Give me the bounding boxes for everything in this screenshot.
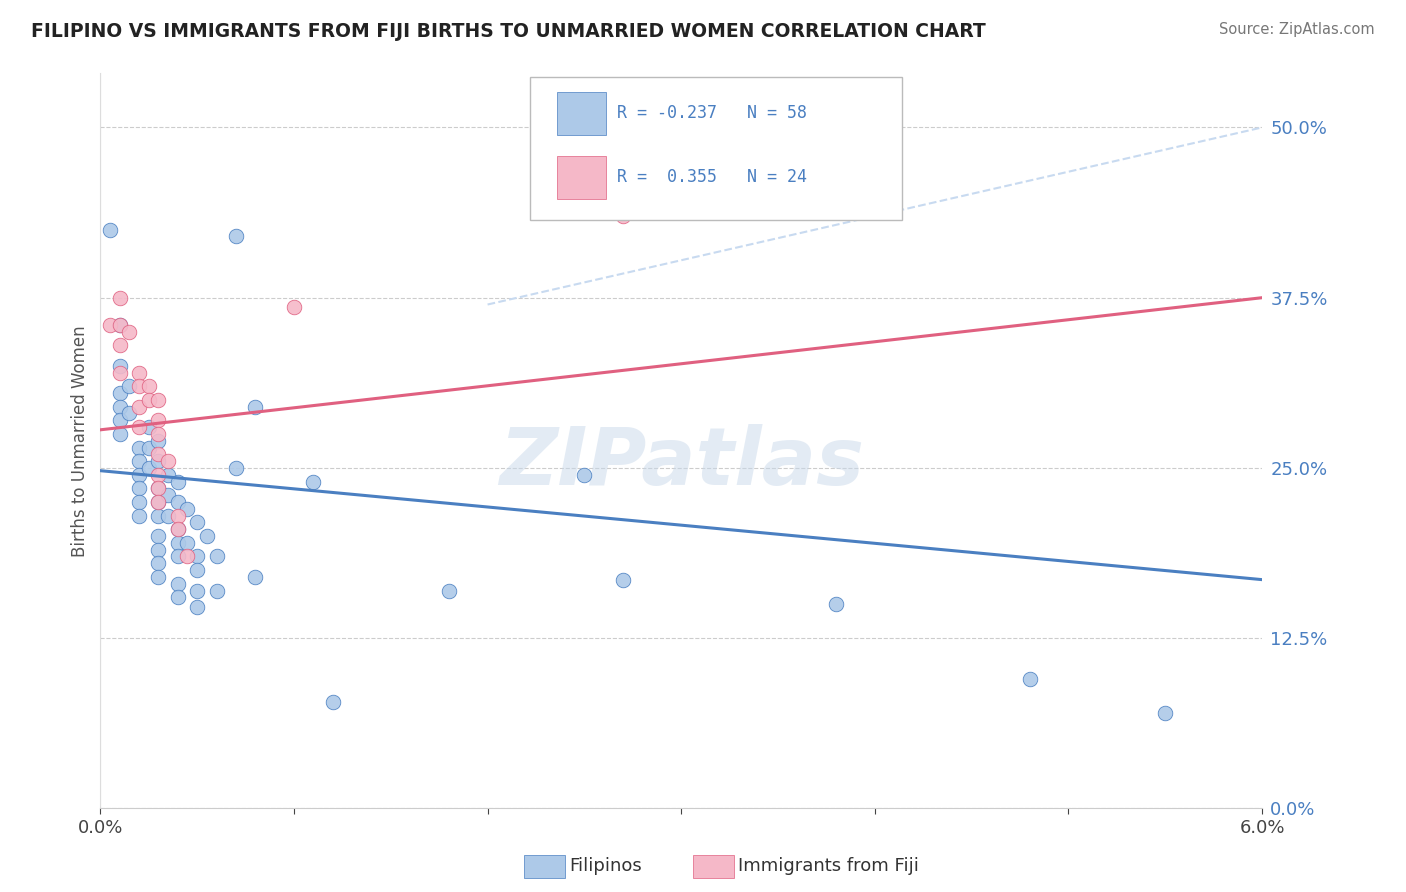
Point	[166, 549, 188, 564]
Text: FILIPINO VS IMMIGRANTS FROM FIJI BIRTHS TO UNMARRIED WOMEN CORRELATION CHART: FILIPINO VS IMMIGRANTS FROM FIJI BIRTHS …	[31, 22, 986, 41]
Point	[148, 529, 170, 543]
Text: Immigrants from Fiji: Immigrants from Fiji	[738, 857, 920, 875]
FancyBboxPatch shape	[530, 77, 901, 220]
Point	[1154, 706, 1177, 720]
Point	[118, 379, 141, 393]
Point	[166, 576, 188, 591]
Point	[166, 536, 188, 550]
Point	[108, 338, 131, 352]
Point	[157, 508, 180, 523]
Point	[108, 386, 131, 401]
Point	[148, 570, 170, 584]
Point	[138, 461, 160, 475]
Point	[302, 475, 325, 489]
Point	[245, 570, 267, 584]
Point	[176, 501, 198, 516]
Point	[1018, 672, 1040, 686]
Point	[245, 400, 267, 414]
Point	[225, 461, 247, 475]
Point	[118, 407, 141, 421]
Point	[128, 366, 150, 380]
Point	[148, 482, 170, 496]
Point	[186, 549, 208, 564]
Point	[166, 522, 188, 536]
Point	[157, 454, 180, 468]
Point	[148, 426, 170, 441]
Point	[128, 400, 150, 414]
FancyBboxPatch shape	[557, 156, 606, 200]
Point	[128, 495, 150, 509]
Point	[148, 508, 170, 523]
Point	[166, 508, 188, 523]
Point	[205, 549, 228, 564]
Point	[98, 318, 121, 332]
Point	[148, 495, 170, 509]
Point	[108, 366, 131, 380]
Point	[186, 583, 208, 598]
Point	[148, 482, 170, 496]
Point	[128, 482, 150, 496]
Text: Filipinos: Filipinos	[569, 857, 643, 875]
Point	[166, 591, 188, 605]
Point	[148, 413, 170, 427]
Point	[128, 467, 150, 482]
Point	[437, 583, 460, 598]
Point	[108, 400, 131, 414]
Point	[148, 434, 170, 448]
Point	[108, 359, 131, 373]
Point	[148, 556, 170, 570]
Point	[138, 379, 160, 393]
Point	[148, 447, 170, 461]
Point	[108, 291, 131, 305]
Point	[176, 549, 198, 564]
Point	[186, 599, 208, 614]
Point	[148, 467, 170, 482]
Text: R = -0.237   N = 58: R = -0.237 N = 58	[617, 104, 807, 122]
Point	[612, 209, 634, 223]
Point	[98, 222, 121, 236]
Point	[322, 695, 344, 709]
Point	[176, 536, 198, 550]
Point	[128, 508, 150, 523]
Point	[138, 420, 160, 434]
Point	[574, 467, 596, 482]
Point	[157, 488, 180, 502]
Point	[138, 441, 160, 455]
Point	[825, 597, 848, 611]
Text: Source: ZipAtlas.com: Source: ZipAtlas.com	[1219, 22, 1375, 37]
Point	[128, 441, 150, 455]
Point	[195, 529, 218, 543]
Point	[205, 583, 228, 598]
Point	[128, 420, 150, 434]
Text: R =  0.355   N = 24: R = 0.355 N = 24	[617, 169, 807, 186]
Text: ZIPatlas: ZIPatlas	[499, 424, 863, 502]
Point	[225, 229, 247, 244]
Point	[128, 454, 150, 468]
Point	[186, 516, 208, 530]
FancyBboxPatch shape	[557, 92, 606, 136]
Point	[148, 454, 170, 468]
Point	[612, 573, 634, 587]
Point	[148, 495, 170, 509]
Point	[108, 426, 131, 441]
Point	[166, 522, 188, 536]
Point	[166, 475, 188, 489]
Point	[157, 467, 180, 482]
Point	[108, 318, 131, 332]
Point	[148, 392, 170, 407]
Y-axis label: Births to Unmarried Women: Births to Unmarried Women	[72, 325, 89, 557]
Point	[108, 413, 131, 427]
Point	[138, 392, 160, 407]
Point	[186, 563, 208, 577]
Point	[166, 495, 188, 509]
Point	[283, 300, 305, 314]
Point	[148, 542, 170, 557]
Point	[118, 325, 141, 339]
Point	[128, 379, 150, 393]
Point	[108, 318, 131, 332]
